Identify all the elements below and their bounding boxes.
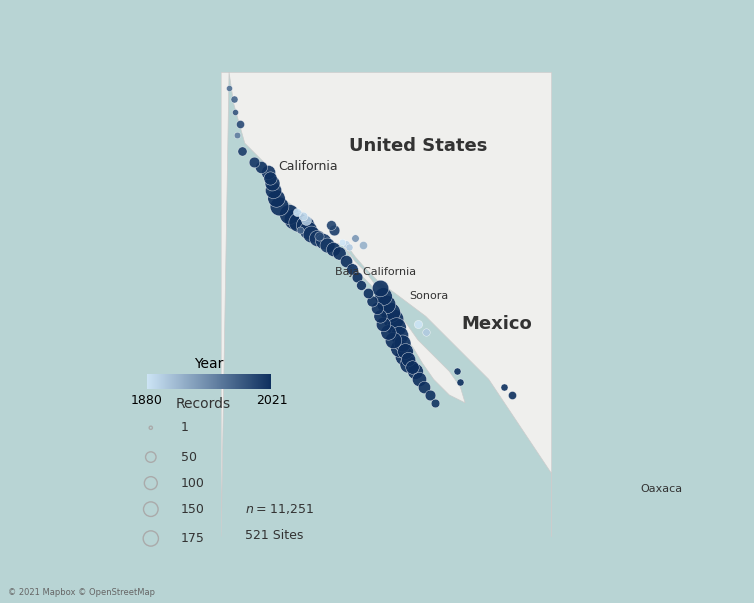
Point [387,335,399,345]
Point [418,382,431,392]
Point [420,327,432,337]
Point [361,288,373,297]
Point [346,264,358,274]
Point [336,238,348,247]
Point [145,423,157,432]
Point [339,239,351,249]
Point [400,346,412,356]
Point [451,367,463,376]
Point [409,367,421,376]
Point [455,377,467,387]
Point [234,119,246,129]
Text: Records: Records [176,397,231,411]
Point [325,220,337,230]
Point [291,207,303,217]
Point [264,173,276,183]
Point [287,214,299,224]
Point [374,312,386,321]
Point [223,83,235,93]
Point [498,382,510,392]
Point [145,452,157,462]
Point [270,194,282,203]
Point [274,201,286,211]
Point [339,256,351,266]
Text: Sonora: Sonora [409,291,449,301]
Point [317,236,329,245]
Text: 1: 1 [181,421,188,434]
Point [390,323,402,332]
Point [357,241,369,250]
Point [377,320,389,329]
Point [228,94,240,104]
Text: © 2021 Mapbox © OpenStreetMap: © 2021 Mapbox © OpenStreetMap [8,588,155,597]
Point [294,225,306,235]
Point [374,283,386,293]
Point [403,354,415,364]
Point [396,338,408,348]
Point [425,390,437,400]
Point [333,248,345,258]
Point [342,242,354,252]
Text: 521 Sites: 521 Sites [245,529,303,541]
Point [311,233,323,242]
Point [305,230,317,239]
Point [384,307,396,317]
Point [283,209,295,219]
Point [413,374,425,384]
Point [659,505,671,515]
Point [393,330,405,340]
Text: 100: 100 [181,476,205,490]
Text: Oaxaca: Oaxaca [641,484,683,494]
Point [406,362,418,371]
Point [371,304,383,314]
Point [302,225,314,235]
Polygon shape [221,72,552,537]
Text: California: California [278,160,338,173]
Point [329,225,341,235]
Polygon shape [344,245,465,403]
Point [320,241,333,250]
Point [145,534,157,543]
Point [313,231,325,241]
Text: 50: 50 [181,450,197,464]
Point [366,295,379,305]
Text: 175: 175 [181,532,205,545]
Point [300,215,312,225]
Point [382,327,394,337]
Point [145,504,157,514]
Point [429,398,441,408]
Point [380,299,392,309]
Point [397,351,409,361]
Point [403,359,415,368]
Point [506,390,518,400]
Point [327,244,339,253]
Point [412,320,424,329]
Point [349,233,361,242]
Text: $n$ = 11,251: $n$ = 11,251 [245,502,314,516]
Point [231,130,243,140]
Text: Baja California: Baja California [335,267,416,277]
Title: Year: Year [195,358,224,371]
Point [229,107,241,116]
Point [267,186,279,195]
Point [262,166,274,176]
Text: 150: 150 [181,503,205,516]
Point [393,343,405,353]
Point [255,162,267,172]
Point [351,272,363,282]
Point [377,291,389,301]
Point [293,217,305,227]
Point [355,280,367,289]
Point [265,178,277,188]
Point [299,220,311,230]
Point [145,478,157,488]
Point [387,315,399,324]
Text: Mexico: Mexico [461,315,532,333]
Point [248,157,260,167]
Text: United States: United States [348,137,487,156]
Point [297,211,309,221]
Point [235,147,247,156]
